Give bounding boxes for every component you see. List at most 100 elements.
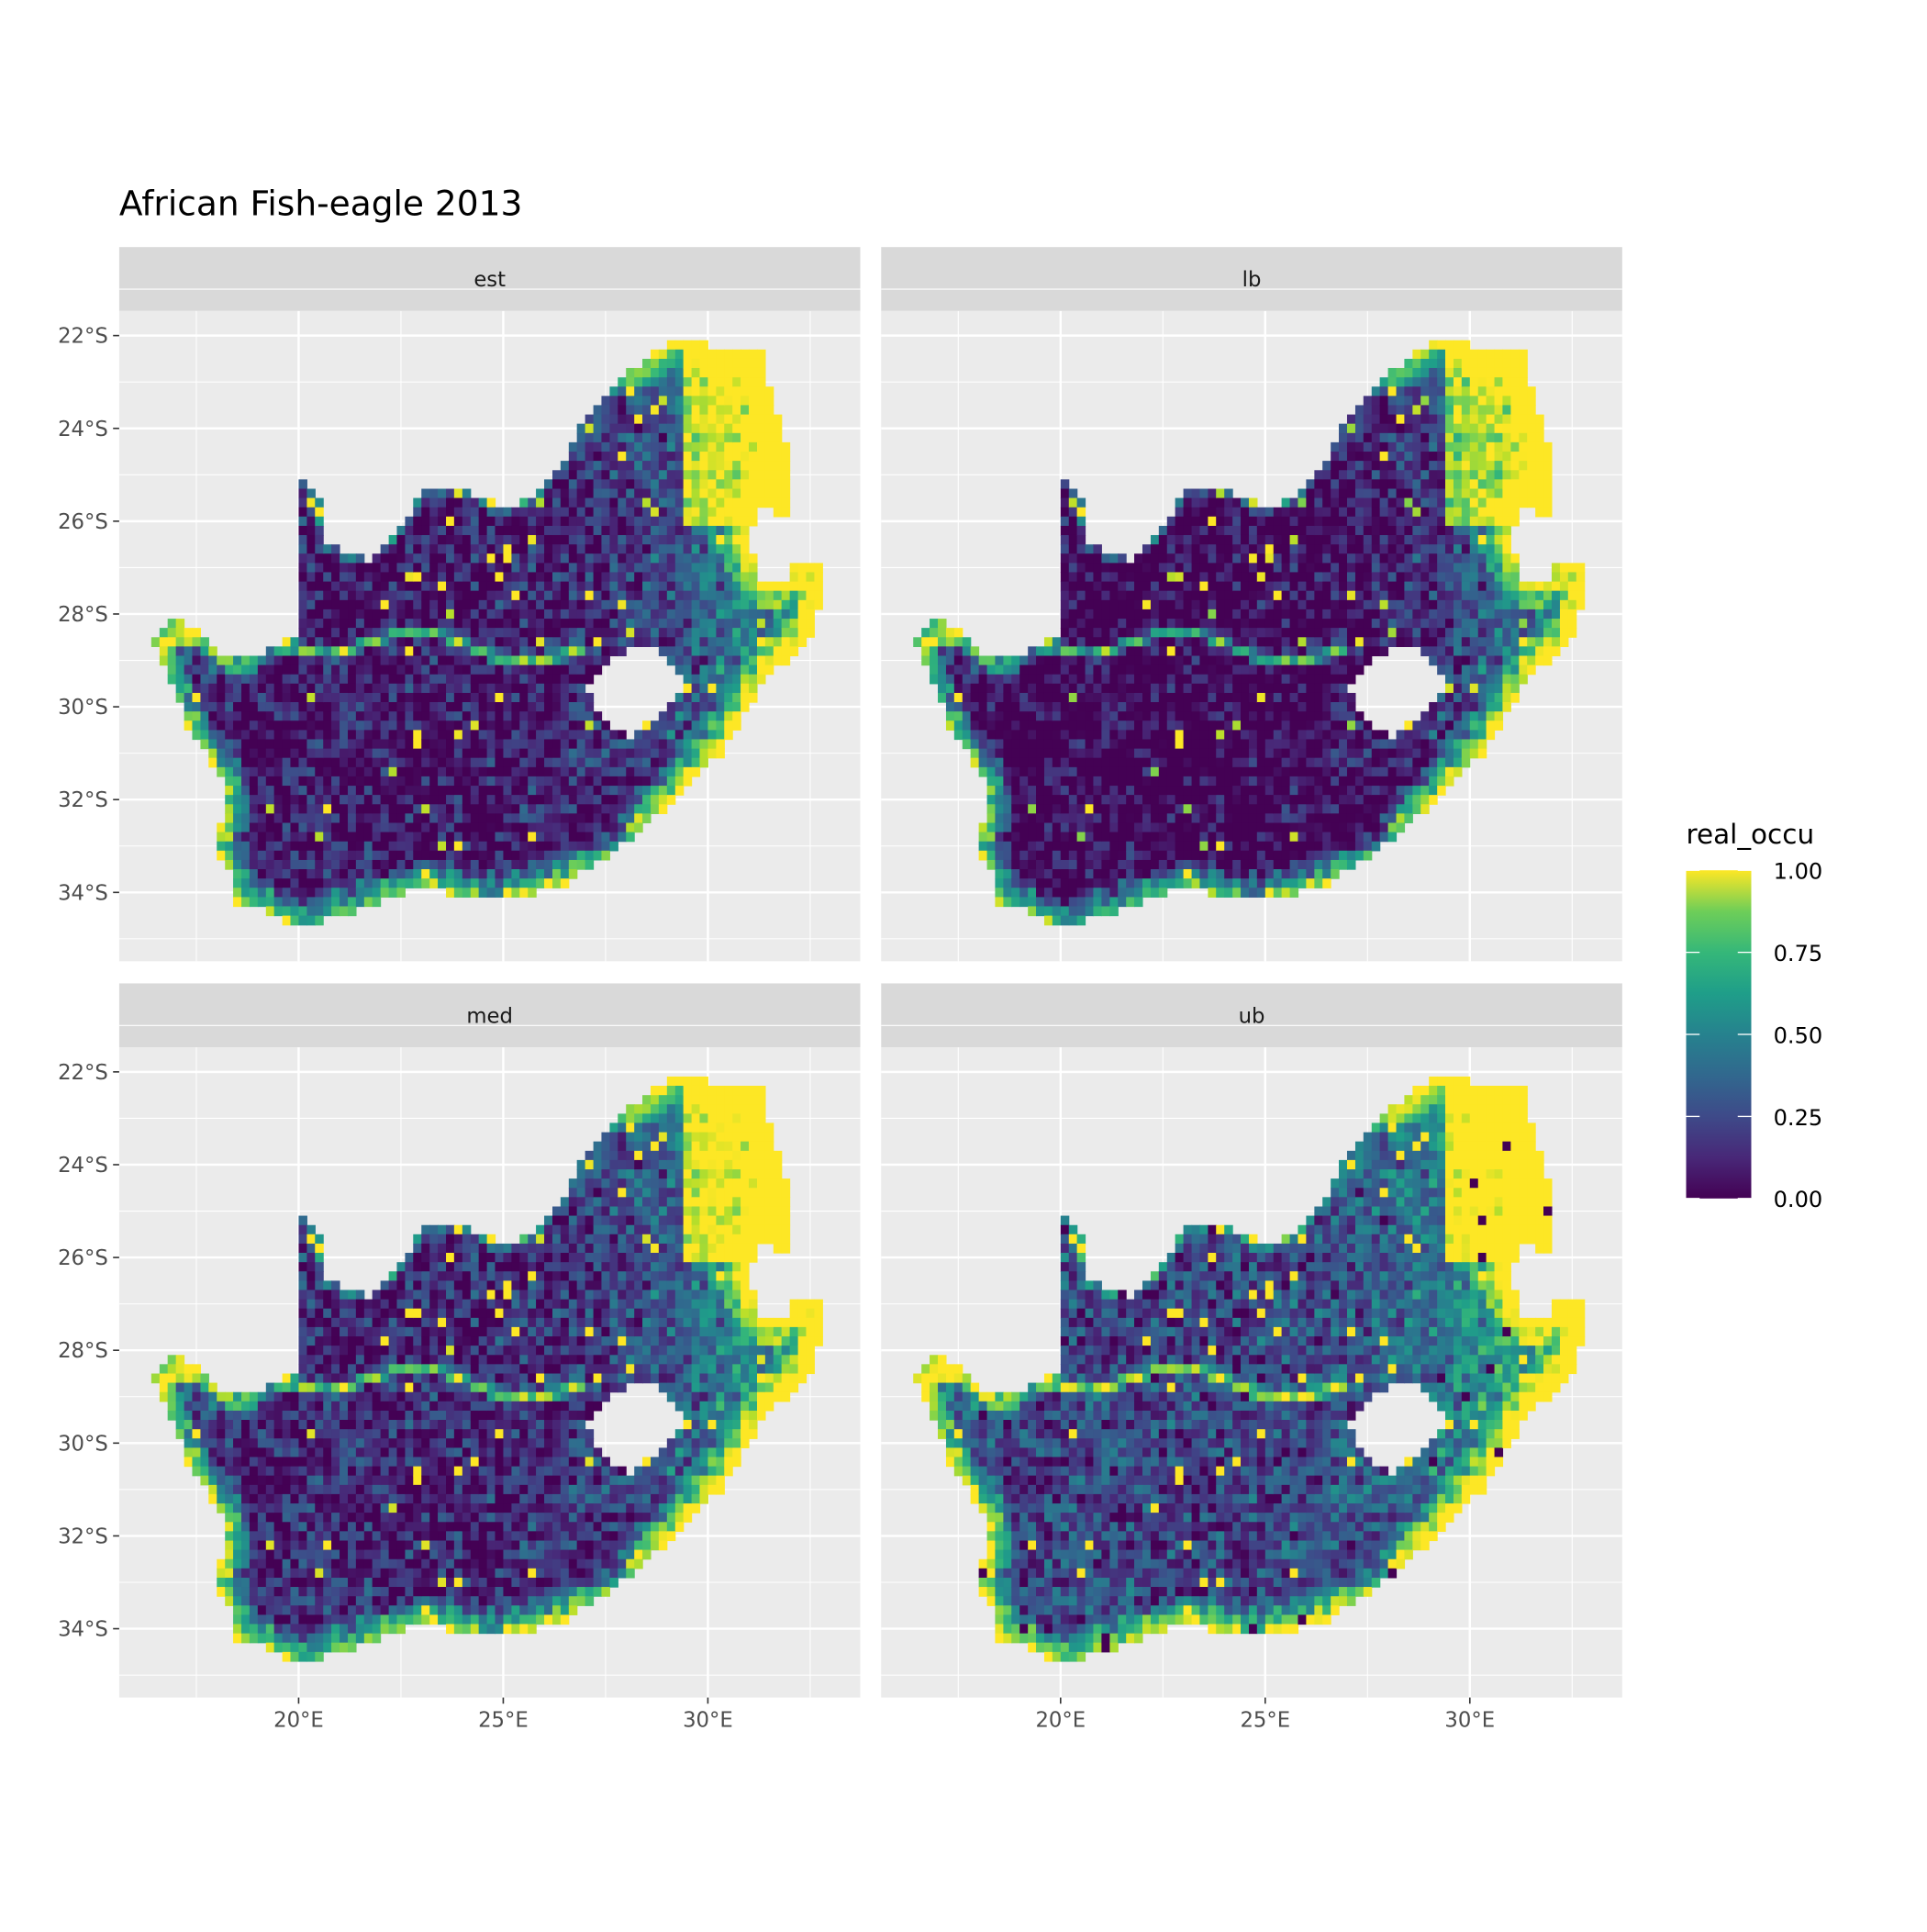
raster-cell — [389, 823, 398, 833]
raster-cell — [634, 767, 643, 777]
raster-cell — [1314, 711, 1323, 721]
raster-cell — [569, 582, 578, 592]
raster-cell — [487, 749, 496, 759]
raster-cell — [675, 544, 685, 554]
raster-cell — [1003, 888, 1012, 898]
raster-cell — [1232, 786, 1242, 796]
raster-cell — [258, 897, 267, 907]
raster-cell — [1184, 517, 1193, 527]
raster-cell — [1159, 609, 1168, 620]
raster-cell — [283, 878, 292, 888]
raster-cell — [1175, 544, 1185, 554]
raster-cell — [716, 656, 725, 666]
raster-cell — [1134, 878, 1143, 888]
raster-cell — [1241, 878, 1250, 888]
raster-cell — [323, 758, 332, 768]
raster-cell — [413, 572, 422, 582]
raster-cell — [659, 582, 668, 592]
raster-cell — [618, 377, 627, 387]
raster-cell — [692, 749, 701, 759]
raster-cell — [479, 749, 488, 759]
raster-cell — [1199, 498, 1209, 508]
raster-cell — [1339, 656, 1348, 666]
raster-cell — [765, 600, 774, 610]
raster-cell — [1372, 646, 1381, 656]
raster-cell — [429, 535, 439, 545]
raster-cell — [1232, 591, 1242, 601]
raster-cell — [987, 860, 997, 870]
raster-cell — [266, 656, 275, 666]
raster-cell — [692, 415, 701, 425]
raster-cell — [356, 684, 365, 694]
raster-cell — [471, 544, 480, 554]
raster-cell — [699, 461, 708, 471]
raster-cell — [1257, 656, 1266, 666]
raster-cell — [373, 795, 382, 805]
raster-cell — [462, 517, 472, 527]
raster-cell — [208, 702, 217, 712]
raster-cell — [1339, 452, 1348, 462]
raster-cell — [1134, 869, 1143, 879]
raster-cell — [1232, 730, 1242, 740]
raster-cell — [208, 711, 217, 721]
raster-cell — [1086, 619, 1095, 629]
raster-cell — [1265, 582, 1275, 592]
raster-cell — [1372, 498, 1381, 508]
raster-cell — [732, 405, 741, 415]
raster-cell — [569, 675, 578, 685]
raster-cell — [1134, 730, 1143, 740]
raster-cell — [511, 619, 520, 629]
raster-cell — [790, 637, 799, 647]
raster-cell — [438, 767, 447, 777]
raster-cell — [495, 795, 504, 805]
raster-cell — [642, 795, 652, 805]
raster-cell — [1372, 386, 1381, 396]
raster-cell — [381, 600, 390, 610]
raster-cell — [1306, 600, 1315, 610]
raster-cell — [782, 591, 791, 601]
raster-cell — [528, 730, 537, 740]
raster-cell — [429, 832, 439, 843]
raster-cell — [1118, 860, 1127, 870]
raster-cell — [552, 720, 562, 731]
raster-cell — [381, 684, 390, 694]
raster-cell — [684, 693, 693, 703]
raster-cell — [315, 526, 324, 536]
raster-cell — [446, 739, 455, 749]
raster-cell — [331, 888, 340, 898]
raster-cell — [348, 776, 357, 787]
raster-cell — [413, 637, 422, 647]
raster-cell — [1061, 544, 1070, 554]
raster-cell — [1126, 749, 1135, 759]
raster-cell — [495, 684, 504, 694]
raster-cell — [1069, 553, 1078, 564]
raster-cell — [323, 600, 332, 610]
raster-cell — [413, 739, 422, 749]
raster-cell — [1372, 424, 1381, 434]
raster-cell — [1364, 452, 1373, 462]
raster-cell — [1306, 656, 1315, 666]
raster-cell — [1290, 582, 1299, 592]
raster-cell — [774, 442, 783, 452]
raster-cell — [405, 582, 414, 592]
raster-cell — [519, 813, 529, 823]
raster-cell — [1101, 906, 1110, 916]
raster-cell — [1339, 702, 1348, 712]
raster-cell — [732, 508, 741, 518]
raster-cell — [1282, 702, 1291, 712]
raster-cell — [479, 656, 488, 666]
raster-cell — [168, 665, 177, 676]
raster-cell — [364, 786, 373, 796]
raster-cell — [1364, 832, 1373, 843]
raster-cell — [323, 702, 332, 712]
raster-cell — [331, 572, 340, 582]
raster-cell — [561, 619, 570, 629]
raster-cell — [503, 544, 512, 554]
raster-cell — [651, 637, 660, 647]
raster-cell — [626, 489, 635, 499]
raster-cell — [225, 675, 234, 685]
raster-cell — [511, 675, 520, 685]
raster-cell — [1224, 553, 1233, 564]
raster-cell — [741, 368, 750, 378]
raster-cell — [364, 776, 373, 787]
